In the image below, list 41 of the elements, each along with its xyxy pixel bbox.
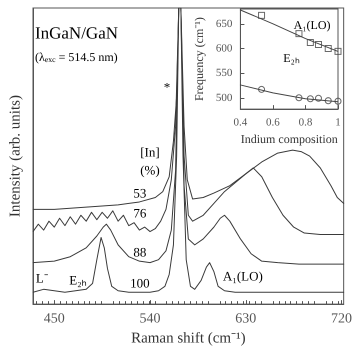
y-tick-label: 600	[216, 42, 233, 54]
point	[334, 48, 342, 55]
x-tick-label: 0.6	[266, 116, 280, 129]
x-tick-label: 0.4	[234, 116, 248, 129]
annotation: L⁻	[36, 270, 48, 286]
line-series	[240, 84, 338, 102]
y-axis-title: Intensity (arb. units)	[8, 95, 24, 218]
annotation: 76	[133, 205, 147, 220]
annotation: 53	[133, 186, 146, 201]
point	[306, 95, 314, 102]
point	[306, 39, 314, 46]
annotation: InGaN/GaN	[34, 23, 118, 42]
x-tick-label: 0.8	[298, 116, 313, 129]
x-axis-title: Indium composition	[240, 132, 338, 146]
x-tick-label: 450	[44, 312, 65, 327]
y-axis-title: Frequency (cm⁻¹)	[192, 17, 206, 102]
annotation: (%)	[140, 162, 160, 178]
annotation: E₂ₕ	[69, 272, 87, 288]
point	[258, 12, 266, 19]
annotation: E₂ₕ	[283, 50, 300, 65]
annotation: A₁(LO)	[294, 18, 330, 32]
annotation: 100	[130, 276, 150, 291]
annotation: A₁(LO)	[222, 268, 263, 284]
point	[324, 44, 332, 52]
y-tick-label: 500	[216, 92, 233, 104]
x-axis-title: Raman shift (cm⁻¹)	[131, 330, 246, 346]
x-tick-label: 1	[335, 116, 341, 129]
point	[324, 97, 332, 104]
point	[314, 94, 322, 102]
y-tick-label: 550	[216, 67, 233, 80]
point	[295, 94, 302, 102]
annotation: [In]	[140, 144, 160, 160]
x-tick-label: 630	[235, 312, 256, 327]
y-tick-label: 650	[216, 18, 233, 30]
x-tick-label: 720	[331, 312, 352, 327]
annotation: 88	[133, 244, 146, 260]
point	[314, 41, 322, 48]
point	[258, 86, 266, 93]
point	[334, 98, 342, 105]
annotation: *	[164, 80, 170, 94]
x-tick-label: 540	[140, 312, 161, 327]
